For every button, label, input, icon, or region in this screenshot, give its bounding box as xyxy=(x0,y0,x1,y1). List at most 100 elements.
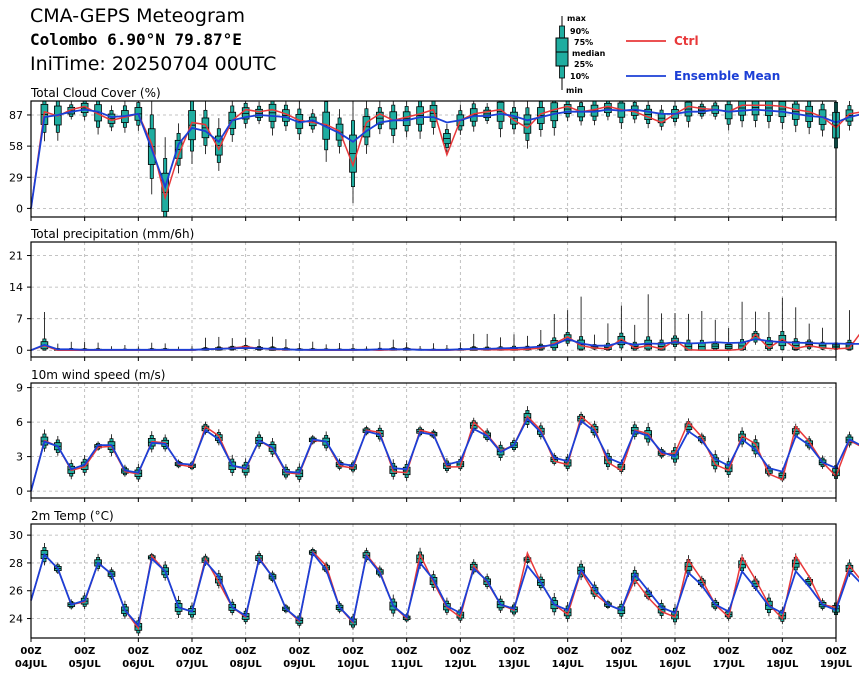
box-whisker xyxy=(577,101,585,126)
box-whisker xyxy=(550,100,559,136)
box-whisker xyxy=(791,307,800,351)
ensemble-mean-line xyxy=(30,338,859,352)
box-whisker xyxy=(805,100,813,135)
x-tick-hour: 00Z xyxy=(718,646,739,657)
box-whisker xyxy=(496,100,505,138)
box-whisker xyxy=(711,319,720,351)
box-whisker xyxy=(443,123,451,153)
x-tick-day: 07JUL xyxy=(176,659,209,670)
y-tick-label: 9 xyxy=(16,382,23,395)
panel-title: Total precipitation (mm/6h) xyxy=(30,227,194,241)
box-whisker xyxy=(241,101,250,129)
box-whisker xyxy=(644,294,652,351)
box-25-75 xyxy=(751,100,760,116)
x-tick-day: 13JUL xyxy=(498,659,531,670)
box-whisker xyxy=(268,100,277,136)
box-whisker xyxy=(376,101,384,135)
legend-box-label: min xyxy=(566,86,583,95)
title-block: CMA-GEPS Meteogram Colombo 6.90°N 79.87°… xyxy=(30,4,276,76)
y-tick-label: 87 xyxy=(9,109,23,122)
box-whisker xyxy=(684,313,693,351)
legend-box-label: max xyxy=(567,14,587,23)
y-tick-label: 3 xyxy=(16,451,23,464)
box-whisker xyxy=(523,101,532,149)
x-tick-hour: 00Z xyxy=(450,646,471,657)
y-tick-label: 0 xyxy=(16,344,23,357)
x-tick-hour: 00Z xyxy=(128,646,149,657)
y-tick-label: 24 xyxy=(9,613,23,626)
x-tick-day: 16JUL xyxy=(659,659,692,670)
box-whisker xyxy=(107,105,116,132)
ctrl-line xyxy=(30,550,859,631)
x-tick-hour: 00Z xyxy=(611,646,632,657)
box-whisker xyxy=(644,101,652,129)
box-whisker xyxy=(282,101,290,131)
box-whisker xyxy=(188,100,196,165)
y-tick-label: 29 xyxy=(9,171,23,184)
x-tick-hour: 00Z xyxy=(772,646,793,657)
ctrl-line xyxy=(30,333,859,351)
x-tick-day: 18JUL xyxy=(766,659,799,670)
x-tick-hour: 00Z xyxy=(289,646,310,657)
panel-title: 10m wind speed (m/s) xyxy=(31,368,165,382)
box-whisker xyxy=(349,101,357,204)
legend-box-label: 10% xyxy=(570,72,589,81)
x-tick-hour: 00Z xyxy=(20,646,41,657)
box-whisker xyxy=(483,333,491,351)
box-whisker xyxy=(765,311,773,351)
ensemble-mean-line xyxy=(30,108,859,209)
legend-mean-label: Ensemble Mean xyxy=(674,69,780,83)
ensemble-mean-line xyxy=(30,551,859,628)
y-tick-label: 21 xyxy=(9,250,23,263)
box-whisker xyxy=(537,101,545,137)
x-tick-day: 10JUL xyxy=(337,659,370,670)
x-tick-day: 11JUL xyxy=(391,659,424,670)
chart-title: CMA-GEPS Meteogram xyxy=(30,5,245,27)
box-whisker xyxy=(657,105,666,131)
legend-box-label: 90% xyxy=(570,27,589,36)
legend-box-label: 75% xyxy=(574,38,593,47)
box-whisker xyxy=(255,101,263,125)
x-tick-day: 08JUL xyxy=(230,659,263,670)
y-tick-label: 0 xyxy=(16,202,23,215)
location-label: Colombo 6.90°N 79.87°E xyxy=(30,30,242,49)
box-whisker xyxy=(724,100,733,131)
box-whisker xyxy=(416,100,424,139)
panel-frame xyxy=(30,382,837,499)
x-tick-hour: 00Z xyxy=(74,646,95,657)
box-whisker xyxy=(778,100,787,130)
box-whisker xyxy=(698,101,706,120)
box-whisker xyxy=(54,100,62,141)
y-tick-label: 14 xyxy=(9,281,23,294)
x-tick-day: 06JUL xyxy=(122,659,155,670)
x-tick-day: 19JUL xyxy=(820,659,853,670)
x-tick-day: 12JUL xyxy=(444,659,477,670)
x-tick-day: 14JUL xyxy=(552,659,585,670)
x-tick-hour: 00Z xyxy=(557,646,578,657)
x-tick-day: 17JUL xyxy=(713,659,746,670)
box-whisker xyxy=(724,328,733,351)
box-whisker xyxy=(322,101,330,162)
box-whisker xyxy=(604,449,612,470)
x-tick-hour: 00Z xyxy=(664,646,685,657)
legend-box-label: median xyxy=(572,49,606,58)
legend-ctrl-label: Ctrl xyxy=(674,34,699,48)
box-whisker xyxy=(362,101,371,154)
ensemble-mean-line xyxy=(30,417,859,492)
box-whisker xyxy=(698,310,706,351)
y-tick-label: 26 xyxy=(9,585,23,598)
y-tick-label: 30 xyxy=(9,529,23,542)
panel-frame xyxy=(30,241,837,358)
box-whisker xyxy=(469,333,478,351)
x-tick-hour: 00Z xyxy=(235,646,256,657)
panel-title: 2m Temp (°C) xyxy=(31,509,114,523)
x-tick-hour: 00Z xyxy=(503,646,524,657)
panel-frame xyxy=(30,100,837,218)
box-whisker xyxy=(94,100,102,135)
x-tick-hour: 00Z xyxy=(396,646,417,657)
panel-title: Total Cloud Cover (%) xyxy=(30,86,161,100)
box-whisker xyxy=(791,100,800,133)
init-time-label: IniTime: 20250704 00UTC xyxy=(30,53,277,75)
x-tick-day: 04JUL xyxy=(15,659,48,670)
